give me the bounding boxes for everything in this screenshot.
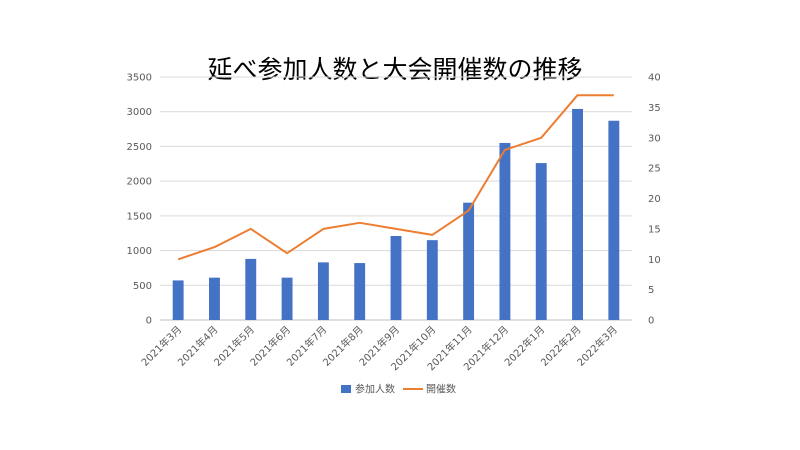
series-line [177,94,614,261]
left-axis-tick-label: 0 [146,316,152,327]
bar [281,277,293,320]
bar [354,263,366,320]
bar [317,262,329,320]
left-axis-tick-label: 3000 [127,107,152,118]
bar [535,163,547,320]
left-axis-tick-label: 2500 [127,142,152,153]
right-axis-tick-label: 10 [648,255,661,266]
right-axis-tick-label: 40 [648,73,661,84]
left-axis-tick-label: 1500 [127,211,152,222]
right-axis-tick-label: 20 [648,194,661,205]
x-axis-ticks: 2021年3月2021年4月2021年5月2021年6月2021年7月2021年… [138,323,620,373]
bar-series [172,108,620,321]
legend-label: 開催数 [426,383,456,396]
right-axis-tick-label: 15 [648,224,661,235]
right-axis-tick-label: 35 [648,103,661,114]
right-axis-tick-label: 5 [648,285,654,296]
legend: 参加人数 開催数 [341,383,456,396]
line-series [177,94,614,261]
bar [608,120,620,321]
bar [390,235,402,320]
legend-label: 参加人数 [355,383,395,396]
bar [209,277,220,320]
bar [245,258,257,320]
right-axis-ticks: 0 5 10 15 20 25 30 35 40 [648,73,661,327]
right-axis-tick-label: 0 [648,316,654,327]
bar [463,202,475,320]
bar [572,108,583,321]
bar [172,280,184,320]
left-axis-tick-label: 1000 [127,246,152,257]
left-axis-tick-label: 3500 [127,73,152,84]
right-axis-tick-label: 25 [648,164,661,175]
bar [426,240,438,320]
legend-bar-swatch [341,385,351,393]
bar [499,142,511,320]
left-axis-ticks: 0 500 1000 1500 2000 2500 3000 3500 [127,73,152,327]
right-axis-tick-label: 30 [648,133,661,144]
left-axis-tick-label: 500 [133,281,152,292]
chart-title: 延べ参加人数と大会開催数の推移 [207,55,582,84]
left-axis-tick-label: 2000 [127,177,152,188]
